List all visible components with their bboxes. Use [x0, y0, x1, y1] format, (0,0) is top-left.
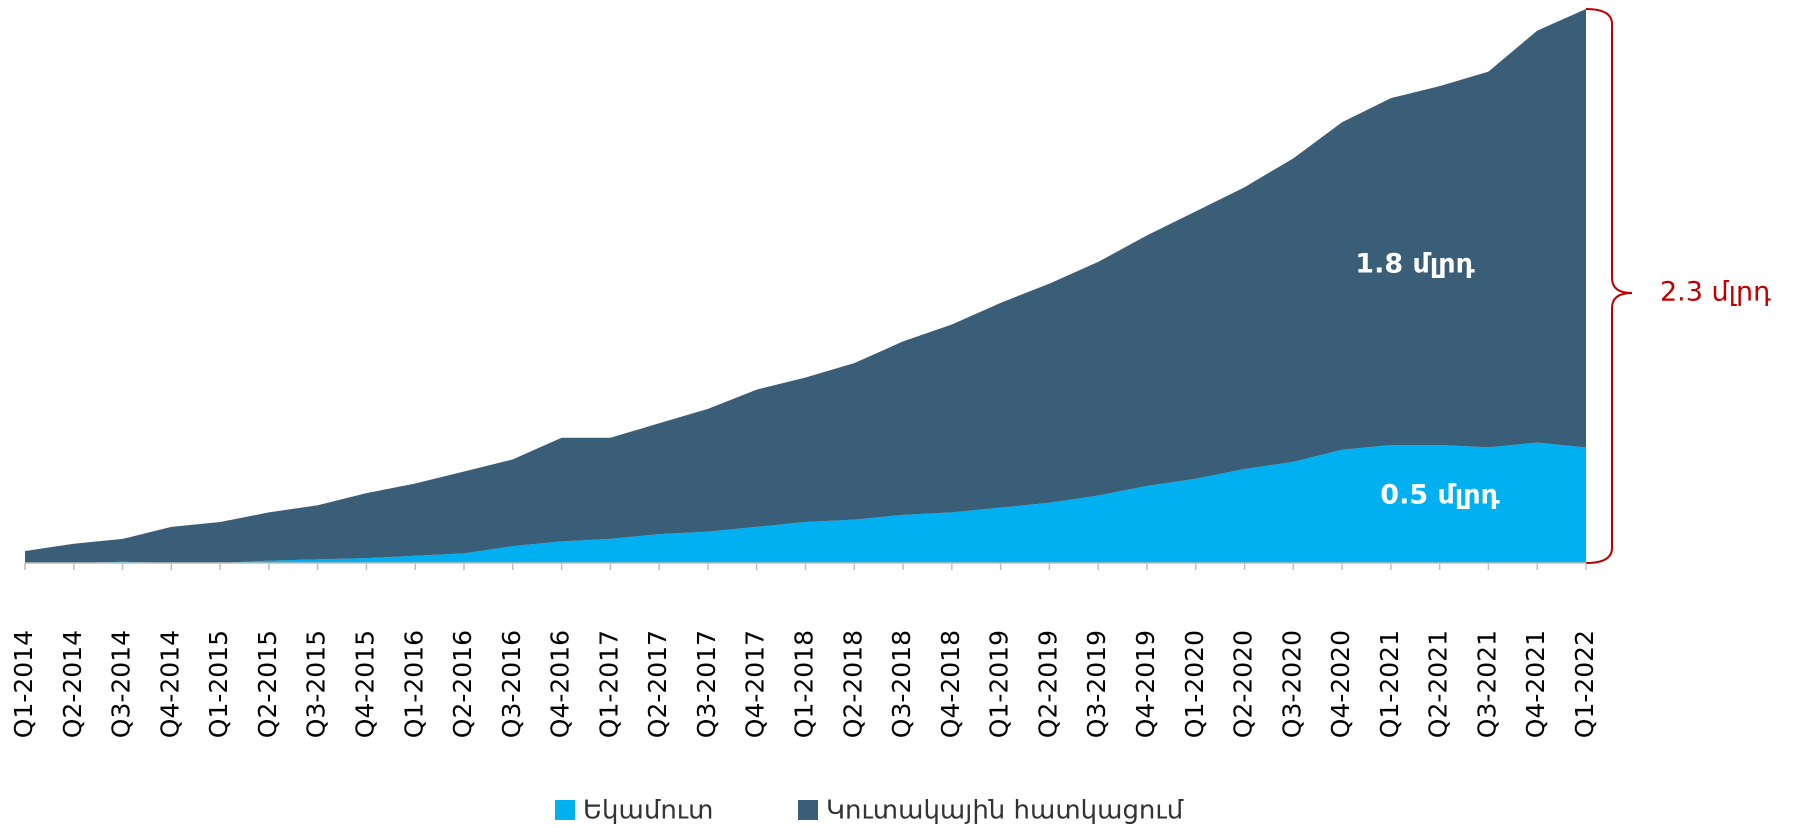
x-tick-label: Q3-2015 — [302, 630, 331, 738]
x-tick-label: Q2-2015 — [253, 630, 282, 738]
legend-label: Եկամուտ — [583, 796, 713, 826]
total-brace — [1585, 8, 1633, 564]
x-tick-label: Q2-2014 — [58, 630, 87, 738]
legend-label: Կուտակային հատկացում — [826, 796, 1184, 826]
x-tick-label: Q2-2018 — [838, 630, 867, 738]
area — [25, 442, 1586, 563]
x-tick-label: Q4-2014 — [155, 630, 184, 738]
x-tick-label: Q3-2020 — [1277, 630, 1306, 738]
x-tick-label: Q1-2019 — [985, 630, 1014, 738]
x-tick-label: Q2-2019 — [1033, 630, 1062, 738]
x-tick-label: Q3-2018 — [887, 630, 916, 738]
x-tick-label: Q4-2015 — [350, 630, 379, 738]
legend-swatch — [555, 800, 575, 820]
total-label: 2.3 մլրդ — [1660, 277, 1771, 308]
x-tick-label: Q3-2019 — [1082, 630, 1111, 738]
x-tick-label: Q4-2021 — [1521, 630, 1550, 738]
x-tick-label: Q1-2014 — [9, 630, 38, 738]
legend-swatch — [798, 800, 818, 820]
area-label: 1.8 մլրդ — [1355, 249, 1474, 280]
x-tick-label: Q4-2019 — [1131, 630, 1160, 738]
x-tick-label: Q3-2014 — [107, 630, 136, 738]
x-tick-label: Q1-2018 — [790, 630, 819, 738]
x-tick-label: Q4-2017 — [741, 630, 770, 738]
x-tick-label: Q1-2016 — [399, 630, 428, 738]
x-tick-label: Q2-2020 — [1229, 630, 1258, 738]
x-tick-label: Q1-2022 — [1570, 630, 1599, 738]
x-tick-label: Q1-2015 — [204, 630, 233, 738]
x-tick-label: Q1-2017 — [594, 630, 623, 738]
x-tick-label: Q3-2017 — [692, 630, 721, 738]
x-tick-label: Q4-2016 — [546, 630, 575, 738]
x-tick-label: Q4-2018 — [936, 630, 965, 738]
x-tick-label: Q4-2020 — [1326, 630, 1355, 738]
area — [25, 9, 1586, 563]
area-label: 0.5 մլրդ — [1380, 480, 1499, 511]
x-tick-label: Q2-2021 — [1424, 630, 1453, 738]
x-tick-label: Q3-2021 — [1472, 630, 1501, 738]
x-tick-label: Q1-2020 — [1180, 630, 1209, 738]
x-tick-label: Q1-2021 — [1375, 630, 1404, 738]
x-tick-label: Q3-2016 — [497, 630, 526, 738]
x-tick-label: Q2-2016 — [448, 630, 477, 738]
x-tick-label: Q2-2017 — [643, 630, 672, 738]
